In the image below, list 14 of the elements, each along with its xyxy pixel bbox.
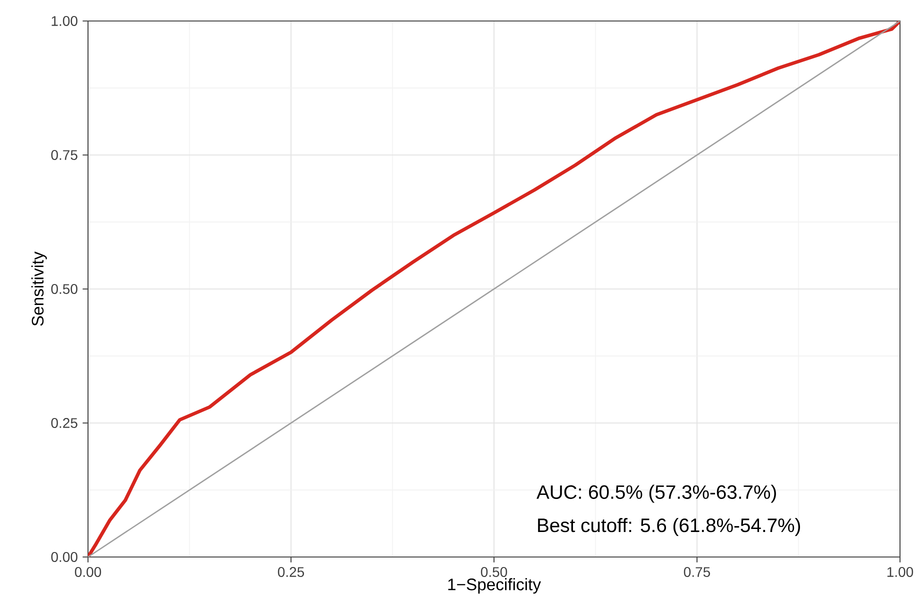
- y-axis-title: Sensitivity: [31, 252, 47, 326]
- annotation: Best cutoff: 5.6 (61.8%-54.7%): [538, 518, 800, 536]
- x-tick-label: 1.00: [887, 567, 914, 577]
- y-tick-label: 1.00: [52, 16, 78, 26]
- y-tick-label: 0.00: [51, 552, 78, 562]
- x-tick-label: 0.50: [480, 567, 508, 577]
- x-axis-title: 1−Specificity: [448, 578, 541, 594]
- y-tick-label: 0.50: [51, 284, 78, 294]
- x-tick-label: 0.00: [74, 567, 102, 577]
- x-tick-label: 0.25: [278, 567, 304, 577]
- y-tick-label: 0.75: [51, 150, 78, 160]
- x-tick-label: 0.75: [684, 567, 710, 577]
- annotation: AUC: 60.5% (57.3%-63.7%): [536, 484, 776, 503]
- y-tick-label: 0.25: [51, 418, 78, 428]
